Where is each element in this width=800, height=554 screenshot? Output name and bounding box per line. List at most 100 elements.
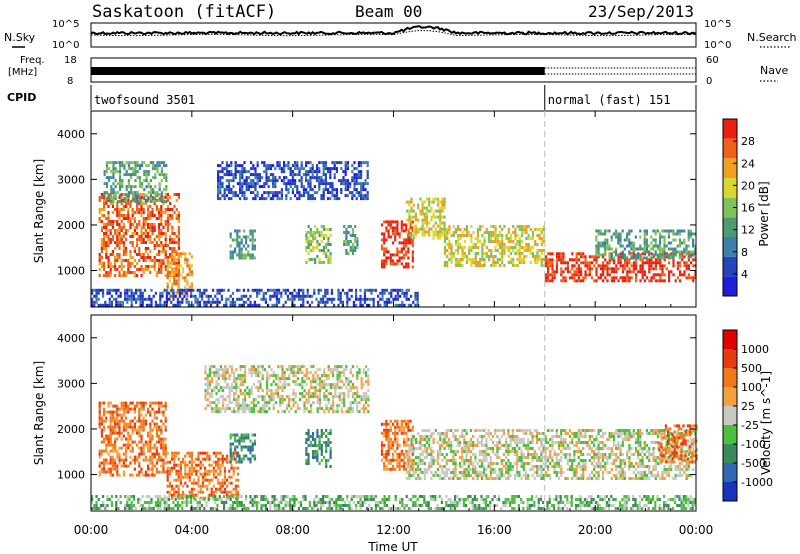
velocity-cell	[257, 371, 260, 375]
velocity-cell	[303, 395, 306, 399]
power-cell	[604, 250, 607, 254]
power-cell	[487, 231, 491, 234]
power-cell	[168, 297, 171, 301]
velocity-cell	[114, 425, 117, 429]
power-cell	[217, 164, 220, 168]
velocity-cell	[250, 371, 253, 375]
velocity-cell	[245, 454, 248, 458]
velocity-cell	[120, 401, 123, 405]
power-cell	[479, 228, 482, 231]
velocity-cell	[190, 460, 193, 464]
power-cell	[236, 241, 239, 245]
velocity-cell	[251, 445, 254, 449]
velocity-cell	[188, 469, 191, 473]
power-cell	[436, 224, 440, 228]
velocity-cell	[219, 481, 222, 485]
velocity-cell	[272, 392, 275, 396]
velocity-cell	[116, 464, 119, 468]
power-cell	[133, 259, 136, 262]
power-cell	[615, 229, 618, 233]
velocity-cell	[155, 434, 158, 438]
velocity-cell	[162, 410, 165, 414]
velocity-cell	[310, 395, 313, 399]
power-cell	[140, 226, 143, 229]
power-cell	[245, 294, 248, 298]
power-cell	[114, 185, 117, 189]
power-cell	[650, 264, 653, 268]
velocity-cell	[294, 392, 297, 396]
velocity-cell	[129, 473, 132, 477]
power-cell	[122, 223, 125, 226]
power-cell	[110, 300, 113, 304]
power-cell	[685, 247, 688, 251]
power-cell	[518, 249, 521, 252]
power-cell	[143, 288, 146, 292]
power-cell	[228, 182, 231, 186]
power-cell	[302, 173, 305, 177]
power-cell	[354, 225, 357, 228]
power-cell	[659, 232, 662, 236]
power-cell	[417, 206, 420, 210]
velocity-cell	[226, 460, 229, 464]
velocity-cell	[111, 467, 114, 471]
power-cell	[448, 228, 451, 231]
power-cell	[599, 267, 602, 271]
power-cell	[318, 176, 321, 180]
power-cell	[169, 202, 172, 205]
power-cell	[443, 206, 446, 210]
power-cell	[144, 265, 147, 268]
velocity-cell	[158, 437, 161, 441]
power-cell	[116, 268, 119, 271]
velocity-cell	[98, 473, 101, 477]
power-cell	[630, 229, 633, 233]
power-cell	[234, 229, 237, 233]
velocity-cell	[114, 437, 117, 441]
power-cell	[214, 294, 217, 298]
velocity-cell	[197, 451, 200, 455]
power-cell	[630, 253, 633, 257]
power-cell	[452, 255, 455, 258]
velocity-cell	[229, 457, 232, 461]
velocity-cell	[188, 475, 191, 479]
power-cell	[164, 193, 167, 196]
velocity-cell	[109, 410, 112, 414]
velocity-cell	[158, 425, 161, 429]
velocity-cell	[325, 429, 328, 432]
velocity-cell	[224, 377, 227, 381]
power-cell	[139, 303, 142, 307]
power-cell	[503, 246, 506, 249]
power-cell	[481, 225, 484, 228]
power-cell	[138, 211, 141, 214]
power-cell	[626, 258, 629, 262]
velocity-cell	[133, 416, 136, 420]
power-cell	[228, 197, 231, 201]
power-cell	[602, 273, 605, 277]
power-cell	[430, 218, 433, 222]
power-cell	[329, 170, 332, 174]
power-cell	[262, 291, 265, 295]
power-cell	[632, 244, 635, 248]
power-cell	[593, 264, 596, 268]
velocity-cell	[211, 377, 214, 381]
power-cell	[547, 258, 550, 262]
power-cell	[313, 191, 316, 195]
power-cell	[309, 170, 312, 174]
power-cell	[317, 291, 320, 295]
velocity-cell	[208, 457, 211, 461]
velocity-cell	[320, 432, 323, 435]
velocity-cell	[325, 435, 328, 438]
power-cell	[472, 258, 475, 261]
power-cell	[285, 185, 288, 189]
velocity-cell	[268, 395, 271, 399]
power-cell	[639, 247, 642, 251]
velocity-cell	[237, 395, 240, 399]
power-cell	[151, 223, 154, 226]
power-cell	[158, 182, 161, 186]
velocity-cell	[100, 428, 103, 432]
power-cell	[366, 288, 369, 292]
velocity-cell	[356, 365, 359, 369]
power-cell	[228, 191, 231, 195]
power-cell	[661, 235, 664, 239]
power-cell	[421, 230, 424, 234]
power-cell	[165, 294, 168, 298]
